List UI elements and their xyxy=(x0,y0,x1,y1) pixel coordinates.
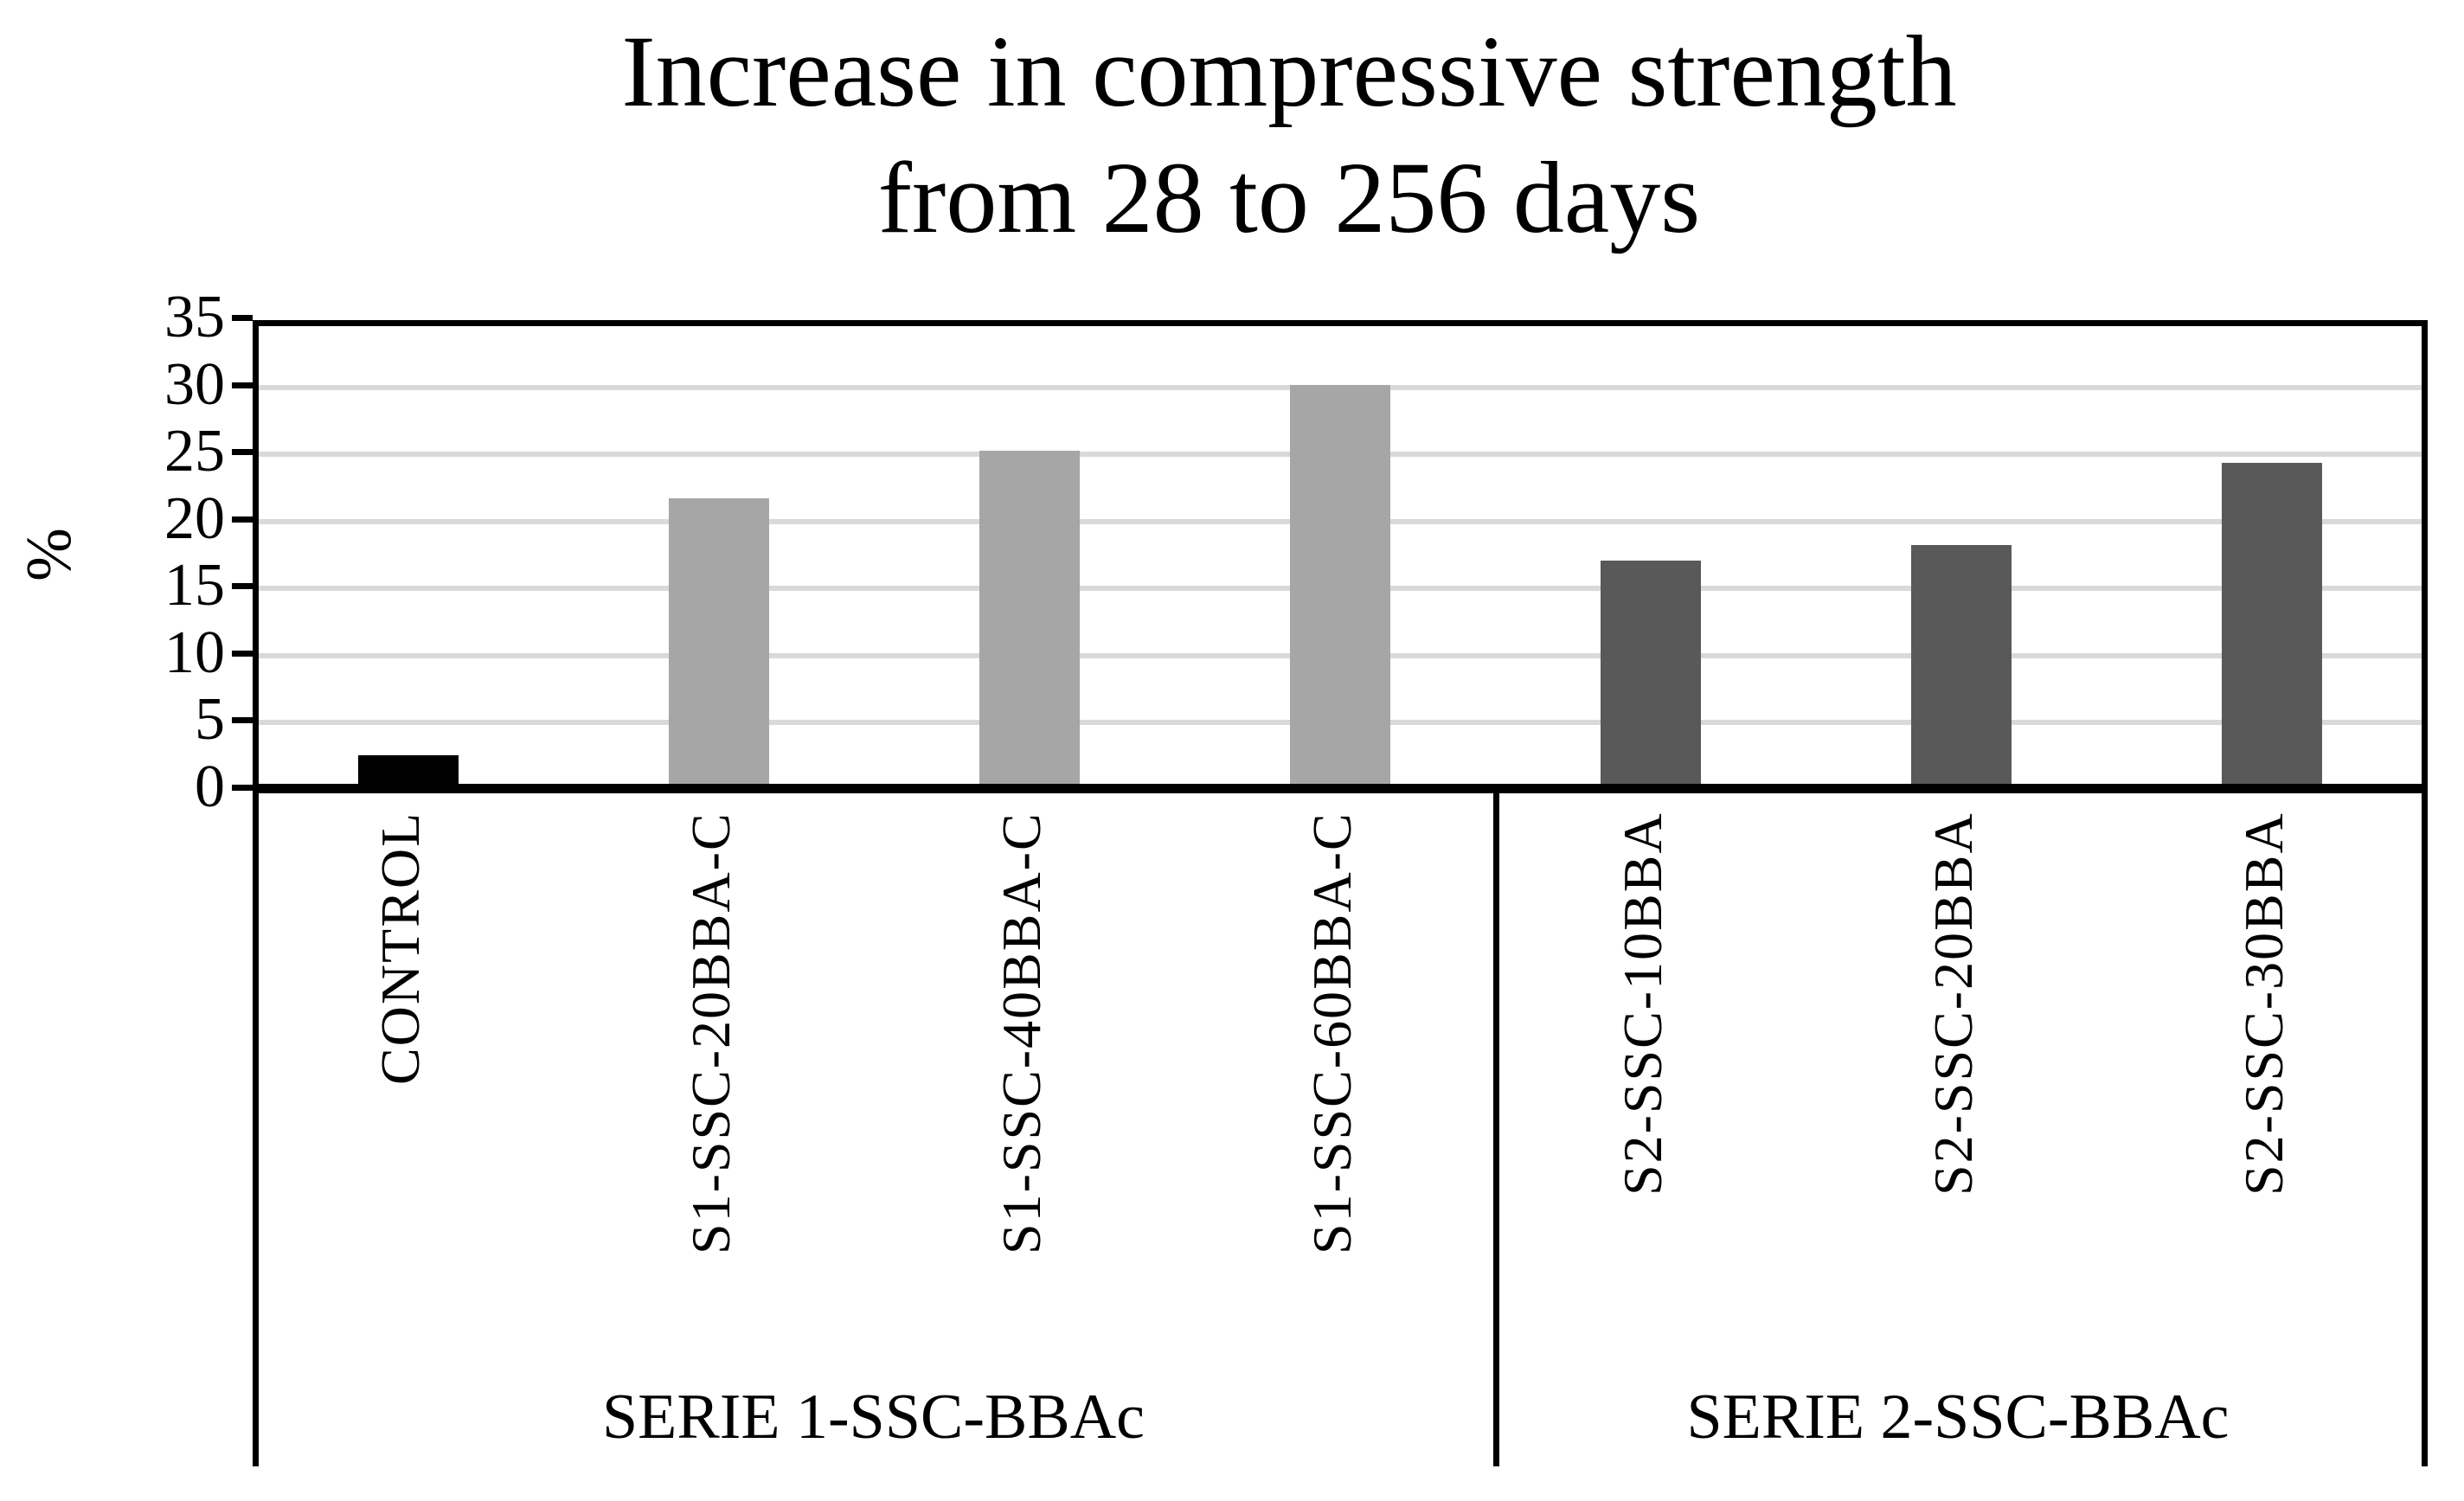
plot-frame-top xyxy=(253,320,2428,326)
label-area-divider-right xyxy=(2422,784,2428,1466)
plot-frame-left xyxy=(253,320,259,790)
y-tick-label-25: 25 xyxy=(164,418,225,485)
chart-title-line1: Increase in compressive strength xyxy=(621,15,1957,128)
category-label-s2-ssc-10bba: S2-SSC-10BBA xyxy=(1612,811,1674,1196)
group-label-serie2: SERIE 2-SSC-BBAc xyxy=(1686,1382,2230,1453)
y-tick-5 xyxy=(232,717,253,724)
y-tick-25 xyxy=(232,449,253,456)
bar-s2-ssc-20bba xyxy=(1911,544,2012,784)
bar-s1-ssc-40bba-c xyxy=(979,451,1080,784)
y-tick-20 xyxy=(232,516,253,523)
x-axis-line xyxy=(253,784,2428,793)
plot-frame-right xyxy=(2422,320,2428,790)
y-tick-35 xyxy=(232,315,253,321)
category-label-s1-ssc-20bba-c: S1-SSC-20BBA-C xyxy=(679,811,741,1254)
group-label-serie1: SERIE 1-SSC-BBAc xyxy=(601,1382,1145,1453)
y-tick-30 xyxy=(232,382,253,388)
y-tick-15 xyxy=(232,583,253,590)
label-area-divider-left xyxy=(253,784,259,1466)
chart-title: Increase in compressive strength from 28… xyxy=(78,9,2464,262)
label-area-divider-middle xyxy=(1492,784,1499,1466)
y-tick-label-0: 0 xyxy=(195,754,225,820)
bar-s1-ssc-20bba-c xyxy=(668,497,769,784)
category-label-control: CONTROL xyxy=(369,811,431,1086)
chart-title-line2: from 28 to 256 days xyxy=(877,141,1701,255)
bar-control xyxy=(357,755,459,784)
bar-s1-ssc-60bba-c xyxy=(1290,385,1390,784)
y-tick-label-10: 10 xyxy=(164,619,225,686)
category-label-s2-ssc-30bba: S2-SSC-30BBA xyxy=(2233,811,2295,1196)
bar-s2-ssc-10bba xyxy=(1601,561,1702,784)
category-label-s2-ssc-20bba: S2-SSC-20BBA xyxy=(1922,811,1985,1196)
y-tick-10 xyxy=(232,650,253,657)
y-tick-label-5: 5 xyxy=(195,686,225,754)
y-tick-label-20: 20 xyxy=(164,484,225,552)
y-tick-label-35: 35 xyxy=(164,284,225,350)
category-label-s1-ssc-40bba-c: S1-SSC-40BBA-C xyxy=(990,811,1052,1254)
y-tick-label-30: 30 xyxy=(164,350,225,418)
y-tick-label-15: 15 xyxy=(164,552,225,619)
bar-s2-ssc-30bba xyxy=(2222,463,2323,784)
category-label-s1-ssc-60bba-c: S1-SSC-60BBA-C xyxy=(1301,811,1363,1254)
y-tick-0 xyxy=(232,785,253,791)
